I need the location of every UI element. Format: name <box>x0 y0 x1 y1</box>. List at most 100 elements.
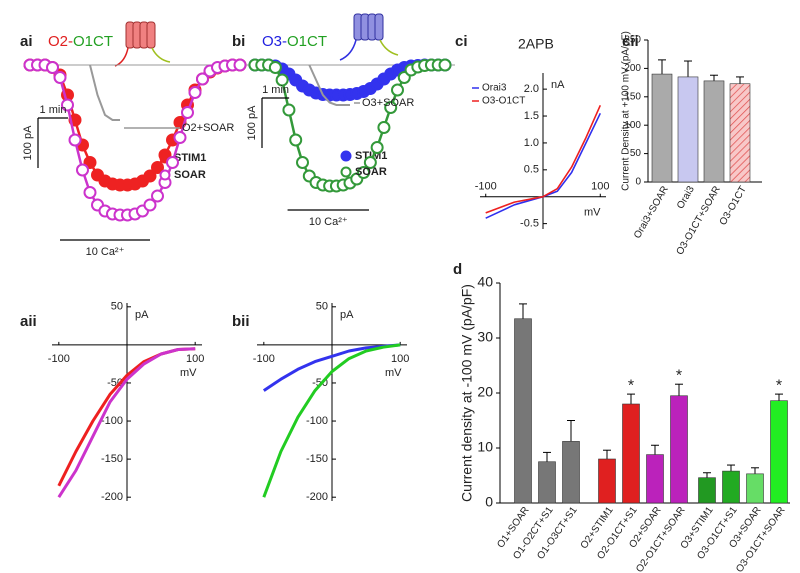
y-tick-label: 50 <box>630 148 642 159</box>
legend-marker <box>159 169 171 181</box>
trace-point <box>46 61 59 74</box>
trace-point <box>357 166 371 179</box>
trace-point <box>181 106 194 119</box>
panel-label: aii <box>20 313 37 330</box>
trace-point <box>296 156 309 169</box>
y-tick-label: 150 <box>624 91 641 102</box>
legend-label: SOAR <box>355 166 387 178</box>
bar <box>646 454 664 504</box>
trace-point <box>377 121 391 134</box>
legend-label: O3-O1CT <box>482 96 525 107</box>
y-tick-label: 40 <box>477 274 493 290</box>
y-tick-label: 20 <box>477 384 493 400</box>
title-part: O1CT <box>287 33 327 50</box>
y-tick-label: 250 <box>624 35 641 46</box>
bar <box>651 73 673 183</box>
stimulus-label: 10 Ca²⁺ <box>309 216 348 228</box>
legend-label: O2+SOAR <box>182 122 234 134</box>
legend-label: O3+SOAR <box>362 97 414 109</box>
x-axis-label: mV <box>584 207 601 219</box>
y-tick-label: 0 <box>635 177 641 188</box>
iv-curve <box>485 112 602 219</box>
legend-label: Orai3 <box>482 83 507 94</box>
x-tick-label: Orai3+SOAR <box>632 184 671 240</box>
panel-label: d <box>453 261 462 278</box>
legend-label: STIM1 <box>174 152 206 164</box>
trace-point <box>76 163 89 177</box>
y-axis-label: Current density at -100 mV (pA/pF) <box>459 284 475 502</box>
iv-curve <box>57 347 196 499</box>
y-axis-label: pA <box>135 309 149 321</box>
trace-point <box>68 133 82 147</box>
y-tick-label: -100 <box>306 415 328 427</box>
stimulus-label: 10 Ca²⁺ <box>86 246 125 258</box>
bar <box>670 395 688 504</box>
x-tick-label: 100 <box>186 353 204 365</box>
x-tick-label: 100 <box>391 353 409 365</box>
bar <box>622 403 640 504</box>
y-tick-label: 2.0 <box>524 83 539 95</box>
annotation: * <box>628 377 634 394</box>
y-tick-label: -150 <box>101 453 123 465</box>
legend-label: SOAR <box>174 169 206 181</box>
trace-point <box>143 198 157 212</box>
scalebar-x-label: 1 min <box>262 84 289 96</box>
bar <box>598 458 616 504</box>
y-tick-label: 1.5 <box>524 110 539 122</box>
bar <box>562 441 580 504</box>
x-tick-label: 100 <box>591 181 609 193</box>
trace-point <box>438 58 452 72</box>
y-tick-label: 100 <box>624 120 641 131</box>
trace-point <box>275 73 289 87</box>
y-tick-label: 10 <box>477 439 493 455</box>
annotation: * <box>776 377 782 394</box>
x-tick-label: Orai3 <box>675 184 697 211</box>
bar <box>722 470 740 504</box>
y-tick-label: -200 <box>101 491 123 503</box>
trace-point <box>282 103 296 117</box>
trace-point <box>53 71 67 84</box>
y-tick-label: 50 <box>111 301 123 313</box>
y-tick-label: -0.5 <box>520 218 539 230</box>
trace-point <box>83 186 97 199</box>
y-axis-label: pA <box>340 309 354 321</box>
bar <box>677 76 699 183</box>
trace-point <box>151 161 164 174</box>
x-axis-label: mV <box>385 367 402 379</box>
scalebar-y-label: 100 pA <box>22 125 34 161</box>
legend-marker <box>340 150 352 162</box>
trace-point <box>268 61 282 74</box>
trace-point <box>363 156 377 169</box>
panel-label: ci <box>455 33 468 50</box>
y-tick-label: 1.0 <box>524 137 539 149</box>
bar <box>703 80 725 183</box>
trace-point <box>188 86 202 99</box>
panel-title: 2APB <box>518 36 554 52</box>
panel-label: bii <box>232 313 250 330</box>
trace-point <box>233 58 247 72</box>
trace-point <box>143 169 157 183</box>
channel-icon-blue <box>339 13 399 61</box>
channel-icon-red <box>114 21 171 67</box>
x-tick-label: O3-O1CT <box>718 184 749 227</box>
iv-curve <box>262 343 401 392</box>
y-tick-label: -100 <box>101 415 123 427</box>
y-tick-label: 50 <box>316 301 328 313</box>
y-tick-label: 200 <box>624 63 641 74</box>
panel-label: ai <box>20 33 33 50</box>
y-axis-label: nA <box>551 79 565 91</box>
y-tick-label: -150 <box>306 453 328 465</box>
x-tick-label: -100 <box>48 353 70 365</box>
trace-point <box>173 131 187 144</box>
annotation: * <box>676 367 682 384</box>
panel-label: bi <box>232 33 245 50</box>
bar <box>746 473 764 504</box>
legend-marker <box>340 166 352 178</box>
title-part: O3- <box>262 33 287 50</box>
bar <box>538 461 556 504</box>
trace-point <box>391 83 404 97</box>
trace-point <box>61 98 74 112</box>
y-tick-label: 0.5 <box>524 164 539 176</box>
iv-curve <box>262 343 401 498</box>
